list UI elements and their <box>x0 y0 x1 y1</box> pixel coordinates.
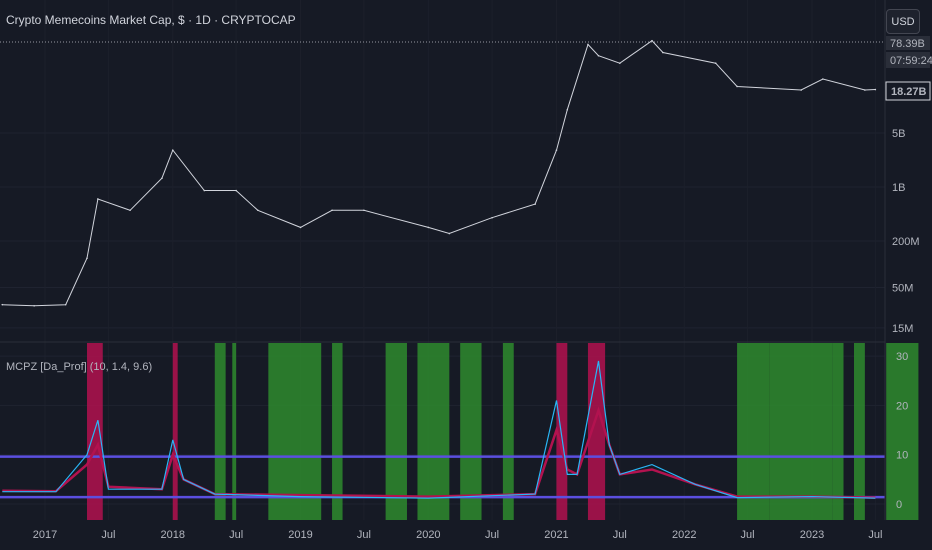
green-zone <box>502 343 514 520</box>
price-point <box>448 232 451 235</box>
price-tick-label: 5B <box>892 128 905 140</box>
price-point <box>619 62 621 65</box>
high-label-bg <box>886 36 930 50</box>
price-tick-label: 50M <box>892 283 913 295</box>
price-axis: 5B 1B 200M 50M 15M <box>892 128 920 335</box>
price-point <box>1 303 4 306</box>
green-zone <box>332 343 343 520</box>
price-point <box>587 43 589 46</box>
green-zone <box>832 343 844 520</box>
price-point <box>736 85 738 88</box>
price-point <box>555 149 558 151</box>
time-tick-label: Jul <box>868 529 882 541</box>
price-point <box>491 216 493 219</box>
time-tick-label: 2019 <box>288 529 312 541</box>
price-point <box>566 108 569 111</box>
price-point <box>299 226 302 229</box>
price-point <box>257 209 259 212</box>
indicator-tick-label: 20 <box>896 400 908 412</box>
time-tick-label: 2022 <box>672 529 696 541</box>
price-point <box>662 51 664 54</box>
time-tick-label: 2023 <box>800 529 824 541</box>
currency-button[interactable]: USD <box>886 9 920 34</box>
currency-button-label: USD <box>891 15 915 28</box>
green-zone <box>737 343 770 520</box>
countdown-label: 07:59:24 <box>890 55 932 67</box>
green-zone <box>385 343 407 520</box>
chart-title: Crypto Memecoins Market Cap, $ · 1D · CR… <box>6 13 296 27</box>
price-point <box>651 39 653 42</box>
price-point <box>427 226 430 229</box>
green-zone <box>886 343 919 520</box>
last-price-badge <box>885 81 931 101</box>
price-series-line <box>2 40 876 307</box>
price-point <box>171 149 174 151</box>
indicator-axis: 30 20 10 0 <box>896 351 908 511</box>
indicator-tick-label: 0 <box>896 499 902 511</box>
green-zone <box>417 343 450 520</box>
green-zone <box>812 343 833 520</box>
red-zone <box>556 343 568 520</box>
price-point <box>64 303 67 306</box>
price-point <box>33 304 35 307</box>
indicator-pane <box>0 343 919 520</box>
price-point <box>235 189 237 192</box>
price-point <box>800 89 802 91</box>
time-tick-label: Jul <box>229 529 243 541</box>
green-zone <box>214 343 226 520</box>
indicator-tick-label: 10 <box>896 450 908 462</box>
price-tick-label: 15M <box>892 323 913 335</box>
price-point <box>874 88 877 91</box>
price-tick-label: 1B <box>892 182 905 194</box>
green-zone <box>854 343 865 520</box>
high-label: 78.39B <box>890 38 925 50</box>
time-tick-label: 2017 <box>33 529 57 541</box>
red-zone <box>587 343 606 520</box>
price-point <box>534 203 536 205</box>
price-point <box>203 189 206 192</box>
time-tick-label: 2018 <box>161 529 185 541</box>
green-zone <box>268 343 322 520</box>
time-axis: 2017 Jul 2018 Jul 2019 Jul 2020 Jul 2021 Jul 2022 J… <box>33 529 883 541</box>
green-zone <box>460 343 482 520</box>
countdown-bg <box>886 52 930 68</box>
price-point <box>714 62 717 65</box>
green-zone <box>232 343 237 520</box>
indicator-tick-label: 30 <box>896 351 908 363</box>
price-point <box>129 209 131 212</box>
price-point <box>161 177 163 179</box>
time-tick-label: Jul <box>485 529 499 541</box>
time-tick-label: Jul <box>741 529 755 541</box>
time-tick-label: 2021 <box>544 529 568 541</box>
price-point <box>822 78 824 80</box>
price-point <box>363 209 365 212</box>
price-point <box>86 257 88 259</box>
green-zone <box>769 343 812 520</box>
last-price-label: 18.27B <box>891 86 927 98</box>
price-tick-label: 200M <box>892 236 920 248</box>
time-tick-label: Jul <box>357 529 371 541</box>
price-point <box>331 209 333 212</box>
indicator-title: MCPZ [Da_Prof] (10, 1.4, 9.6) <box>6 361 152 373</box>
price-point <box>97 198 99 200</box>
red-zone <box>172 343 178 520</box>
oscillator-series-line <box>2 360 876 499</box>
price-point <box>864 89 866 91</box>
time-tick-label: Jul <box>101 529 115 541</box>
time-tick-label: Jul <box>613 529 627 541</box>
price-point <box>597 54 600 57</box>
time-tick-label: 2020 <box>416 529 440 541</box>
